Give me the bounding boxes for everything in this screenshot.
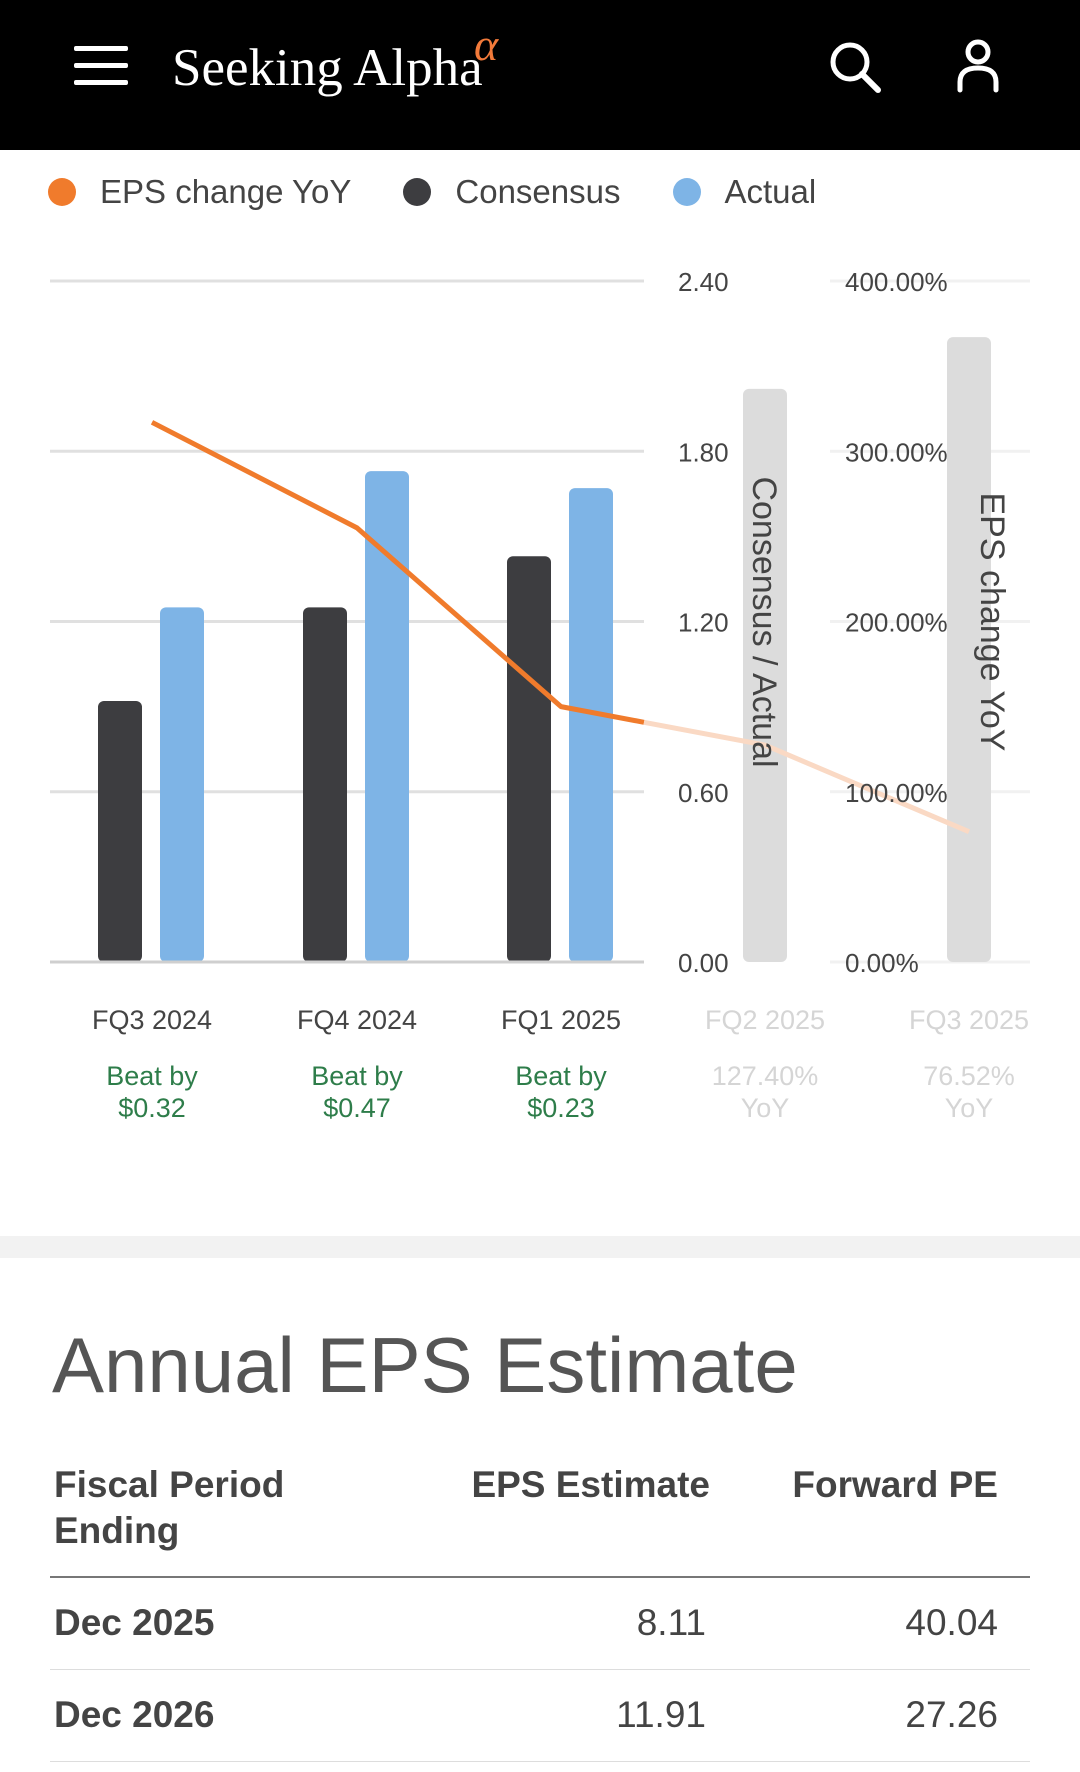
legend-actual-dot — [672, 178, 701, 206]
menu-icon[interactable] — [74, 46, 128, 86]
section-divider — [0, 1236, 1080, 1258]
header-forward-pe[interactable]: Forward PE — [710, 1446, 1030, 1578]
right-axis-tick: 100.00% — [845, 778, 948, 808]
actual-bar — [160, 607, 204, 962]
table-header-row: Fiscal Period Ending EPS Estimate Forwar… — [50, 1446, 1030, 1578]
legend-eps-change-dot — [48, 178, 76, 206]
row-pe: 40.04 — [710, 1577, 1030, 1670]
eps-change-line-projected — [643, 719, 970, 835]
legend-consensus-dot — [403, 178, 432, 206]
actual-bar — [569, 488, 613, 962]
top-navigation-bar: Seeking Alpha α — [0, 0, 1080, 150]
table-row: Dec 2025 8.11 40.04 — [50, 1577, 1030, 1670]
logo-alpha-symbol: α — [474, 19, 499, 70]
annotation-line1: 127.40% — [712, 1061, 819, 1091]
row-eps: 8.11 — [370, 1577, 710, 1670]
left-axis-tick: 0.00 — [678, 948, 729, 978]
legend-actual-label: Actual — [724, 173, 817, 210]
annotation-line2: $0.47 — [323, 1093, 391, 1123]
left-axis-tick: 1.20 — [678, 608, 729, 638]
left-axis-tick: 1.80 — [678, 437, 729, 467]
right-axis-tick: 300.00% — [845, 437, 948, 467]
right-axis-tick: 200.00% — [845, 608, 948, 638]
consensus-bar — [98, 700, 142, 962]
legend-eps-change-label: EPS change YoY — [100, 173, 352, 210]
chart-legend: EPS change YoY Consensus Actual — [48, 170, 816, 214]
user-icon[interactable] — [950, 38, 1006, 98]
category-label: FQ1 2025 — [501, 1005, 621, 1035]
table-row: Dec 2026 11.91 27.26 — [50, 1669, 1030, 1762]
category-label: FQ3 2025 — [909, 1005, 1029, 1035]
header-eps-estimate[interactable]: EPS Estimate — [370, 1446, 710, 1578]
consensus-bar — [303, 607, 347, 962]
search-icon[interactable] — [828, 40, 884, 96]
estimate-bar — [743, 388, 787, 962]
header-fiscal-period-line2: Ending — [54, 1510, 180, 1551]
right-axis-title: EPS change YoY — [973, 492, 1011, 751]
annotation-line1: Beat by — [515, 1061, 607, 1091]
annotation-line1: 76.52% — [923, 1061, 1015, 1091]
legend-eps-change[interactable]: EPS change YoY — [48, 173, 351, 211]
site-logo[interactable]: Seeking Alpha — [172, 39, 483, 97]
annual-eps-table: Fiscal Period Ending EPS Estimate Forwar… — [50, 1446, 1030, 1762]
eps-change-line — [150, 420, 645, 725]
row-pe: 27.26 — [710, 1669, 1030, 1762]
actual-bar — [365, 471, 409, 962]
left-axis-tick: 2.40 — [678, 267, 729, 297]
right-axis-tick: 400.00% — [845, 267, 948, 297]
legend-consensus[interactable]: Consensus — [403, 173, 621, 211]
annotation-line2: $0.23 — [527, 1093, 595, 1123]
eps-chart: 0.00 0.60 1.20 1.80 2.40 0.00% 100.00% 200.00% 3… — [50, 267, 1030, 1123]
legend-actual[interactable]: Actual — [672, 173, 817, 211]
category-label: FQ2 2025 — [705, 1005, 825, 1035]
annotation-line2: YoY — [741, 1093, 790, 1123]
row-period: Dec 2025 — [50, 1577, 370, 1670]
header-fiscal-period[interactable]: Fiscal Period Ending — [50, 1446, 370, 1578]
annotation-line1: Beat by — [106, 1061, 198, 1091]
category-label: FQ3 2024 — [92, 1005, 212, 1035]
consensus-bar — [507, 556, 551, 962]
estimate-bar — [947, 337, 991, 962]
header-fiscal-period-line1: Fiscal Period — [54, 1464, 285, 1505]
row-period: Dec 2026 — [50, 1669, 370, 1762]
annotation-line1: Beat by — [311, 1061, 403, 1091]
legend-consensus-label: Consensus — [455, 173, 621, 210]
annotation-line2: YoY — [945, 1093, 994, 1123]
category-label: FQ4 2024 — [297, 1005, 417, 1035]
left-axis-title: Consensus / Actual — [745, 476, 783, 767]
annotation-line2: $0.32 — [118, 1093, 186, 1123]
annual-eps-title: Annual EPS Estimate — [52, 1321, 798, 1409]
row-eps: 11.91 — [370, 1669, 710, 1762]
right-axis-tick: 0.00% — [845, 948, 919, 978]
left-axis-tick: 0.60 — [678, 778, 729, 808]
